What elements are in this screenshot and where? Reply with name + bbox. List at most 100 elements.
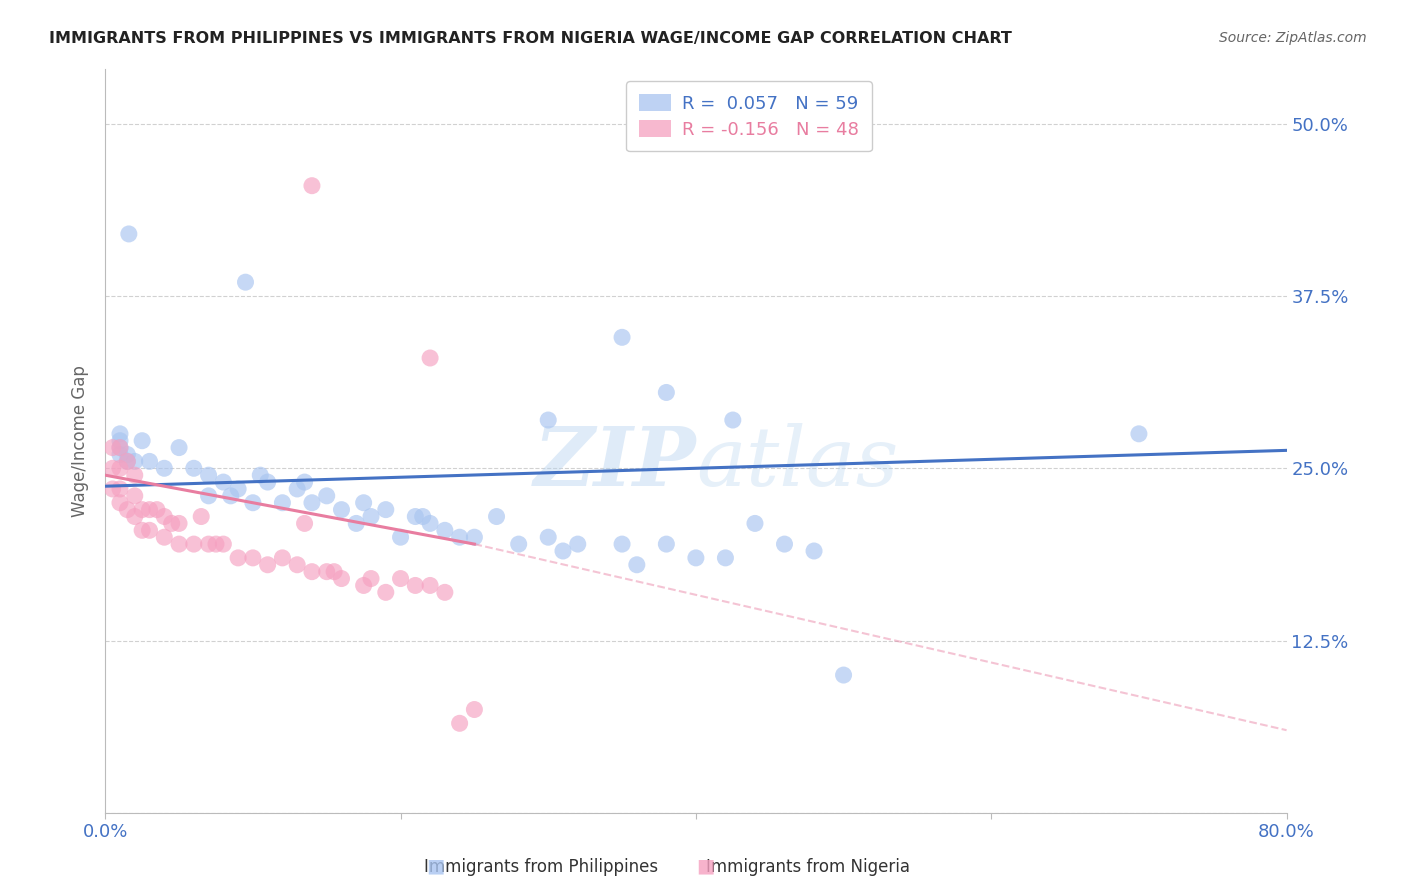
Point bbox=[108, 441, 131, 455]
Legend: R =  0.057   N = 59, R = -0.156   N = 48: R = 0.057 N = 59, R = -0.156 N = 48 bbox=[626, 81, 872, 152]
Point bbox=[1128, 426, 1150, 441]
Point bbox=[773, 537, 796, 551]
Point bbox=[108, 441, 131, 455]
Point bbox=[226, 482, 249, 496]
Point bbox=[242, 550, 264, 565]
Point bbox=[219, 489, 242, 503]
Point bbox=[101, 482, 124, 496]
Point bbox=[117, 454, 139, 468]
Point bbox=[626, 558, 648, 572]
Point bbox=[153, 461, 176, 475]
Point bbox=[226, 550, 249, 565]
Point bbox=[212, 537, 235, 551]
Point bbox=[167, 516, 190, 531]
Text: atlas: atlas bbox=[696, 423, 898, 503]
Point bbox=[205, 537, 228, 551]
Point bbox=[285, 558, 308, 572]
Point bbox=[832, 668, 855, 682]
Text: Immigrants from Nigeria: Immigrants from Nigeria bbox=[706, 858, 911, 876]
Point bbox=[389, 530, 412, 544]
Point bbox=[108, 434, 131, 448]
Point bbox=[271, 496, 294, 510]
Point bbox=[108, 482, 131, 496]
Point bbox=[256, 558, 278, 572]
Text: Source: ZipAtlas.com: Source: ZipAtlas.com bbox=[1219, 31, 1367, 45]
Point bbox=[433, 585, 456, 599]
Point bbox=[235, 275, 257, 289]
Point bbox=[301, 496, 323, 510]
Point bbox=[108, 461, 131, 475]
Point bbox=[374, 502, 396, 516]
Point bbox=[315, 565, 337, 579]
Text: Immigrants from Philippines: Immigrants from Philippines bbox=[425, 858, 658, 876]
Point bbox=[419, 351, 441, 365]
Point bbox=[655, 385, 678, 400]
Point bbox=[374, 585, 396, 599]
Point bbox=[537, 530, 560, 544]
Point bbox=[131, 434, 153, 448]
Point bbox=[249, 468, 271, 483]
Point bbox=[685, 550, 707, 565]
Point bbox=[449, 530, 471, 544]
Point bbox=[117, 448, 139, 462]
Point bbox=[610, 330, 633, 344]
Point bbox=[433, 524, 456, 538]
Point bbox=[419, 516, 441, 531]
Point bbox=[344, 516, 367, 531]
Point bbox=[124, 509, 146, 524]
Point bbox=[138, 454, 160, 468]
Point bbox=[108, 496, 131, 510]
Point bbox=[197, 468, 219, 483]
Point bbox=[655, 537, 678, 551]
Point bbox=[108, 448, 131, 462]
Point bbox=[714, 550, 737, 565]
Point bbox=[449, 716, 471, 731]
Point bbox=[131, 502, 153, 516]
Point bbox=[323, 565, 346, 579]
Point bbox=[117, 502, 139, 516]
Text: ZIP: ZIP bbox=[533, 423, 696, 503]
Point bbox=[285, 482, 308, 496]
Point bbox=[485, 509, 508, 524]
Text: ■: ■ bbox=[426, 857, 446, 876]
Point bbox=[167, 537, 190, 551]
Point bbox=[353, 578, 375, 592]
Point bbox=[412, 509, 434, 524]
Point bbox=[419, 578, 441, 592]
Point bbox=[146, 502, 169, 516]
Point bbox=[301, 178, 323, 193]
Point bbox=[360, 509, 382, 524]
Point bbox=[153, 530, 176, 544]
Point bbox=[197, 537, 219, 551]
Point bbox=[301, 565, 323, 579]
Point bbox=[256, 475, 278, 489]
Point bbox=[212, 475, 235, 489]
Point bbox=[183, 461, 205, 475]
Point bbox=[360, 572, 382, 586]
Point bbox=[330, 502, 353, 516]
Point bbox=[124, 454, 146, 468]
Point bbox=[294, 475, 316, 489]
Point bbox=[508, 537, 530, 551]
Point bbox=[744, 516, 766, 531]
Point bbox=[190, 509, 212, 524]
Point bbox=[389, 572, 412, 586]
Point bbox=[463, 702, 485, 716]
Point bbox=[124, 468, 146, 483]
Point bbox=[167, 441, 190, 455]
Point bbox=[271, 550, 294, 565]
Point bbox=[721, 413, 744, 427]
Point bbox=[118, 227, 141, 241]
Point bbox=[138, 502, 160, 516]
Point bbox=[160, 516, 183, 531]
Text: IMMIGRANTS FROM PHILIPPINES VS IMMIGRANTS FROM NIGERIA WAGE/INCOME GAP CORRELATI: IMMIGRANTS FROM PHILIPPINES VS IMMIGRANT… bbox=[49, 31, 1012, 46]
Point bbox=[242, 496, 264, 510]
Point bbox=[315, 489, 337, 503]
Point bbox=[101, 441, 124, 455]
Point bbox=[138, 524, 160, 538]
Point bbox=[183, 537, 205, 551]
Point bbox=[537, 413, 560, 427]
Point bbox=[294, 516, 316, 531]
Point bbox=[404, 578, 426, 592]
Point bbox=[108, 426, 131, 441]
